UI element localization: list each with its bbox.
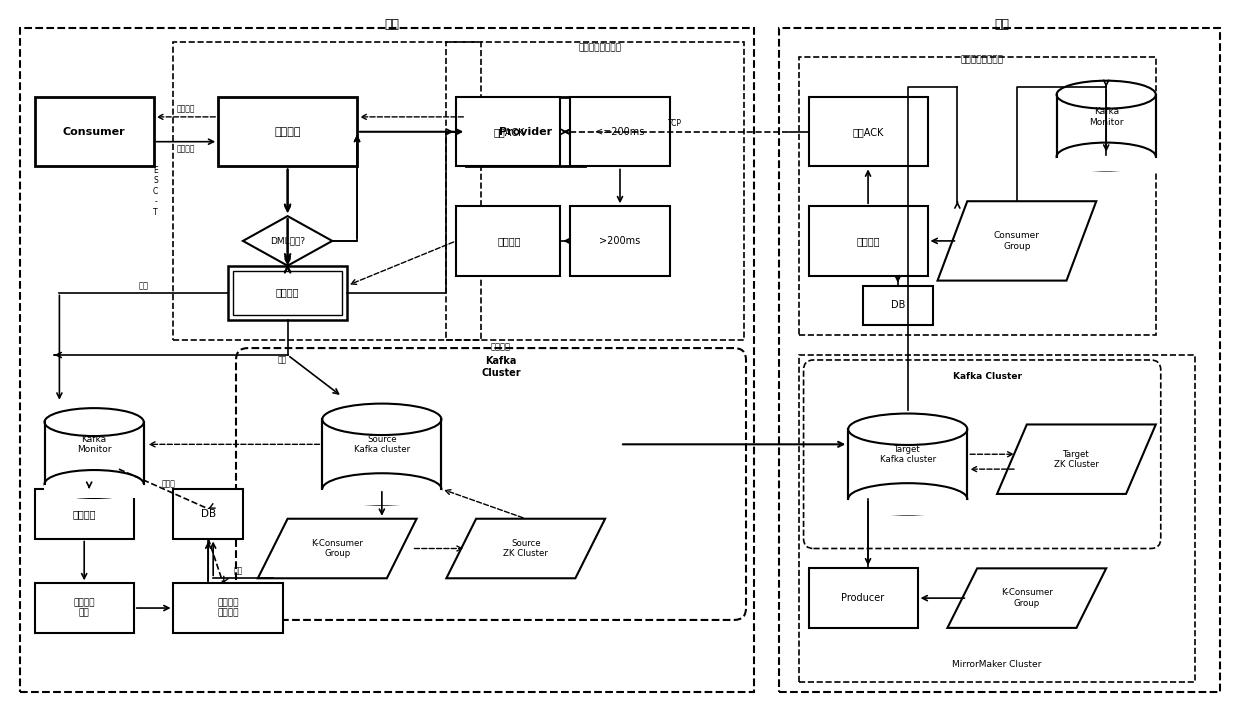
Text: 存储: 存储 [278,355,288,365]
Text: 接收ACK: 接收ACK [494,127,525,137]
Text: K-Consumer
Group: K-Consumer Group [1001,588,1053,608]
Text: 订阅: 订阅 [233,567,243,576]
Ellipse shape [848,483,967,515]
Text: >200ms: >200ms [599,236,641,246]
Bar [35,583,134,633]
Text: 报文核销: 报文核销 [497,236,521,246]
Bar [456,97,560,167]
Ellipse shape [322,473,441,505]
Text: Target
ZK Cluster: Target ZK Cluster [1054,450,1099,469]
Text: Consumer
Group: Consumer Group [994,231,1040,251]
Text: 交易录制补偿应用: 交易录制补偿应用 [579,43,621,52]
Bar [35,97,154,167]
Text: 可疑交易
跟踪: 可疑交易 跟踪 [73,598,95,618]
Bar [218,97,357,167]
Bar [446,42,744,340]
Text: Source
ZK Cluster: Source ZK Cluster [503,539,548,558]
Ellipse shape [322,403,441,435]
Text: 响应报文: 响应报文 [176,104,195,114]
Polygon shape [997,425,1156,494]
Text: Kafka
Cluster: Kafka Cluster [481,356,521,378]
Text: 失数: 失数 [139,281,149,290]
Bar [799,355,1195,682]
Bar [233,271,342,315]
Text: <=200ms: <=200ms [595,127,645,137]
Text: MirrorMaker Cluster: MirrorMaker Cluster [952,660,1042,669]
Text: 消息订阅: 消息订阅 [857,236,880,246]
Text: 基础服务: 基础服务 [274,127,301,137]
Polygon shape [446,519,605,578]
Bar [570,97,670,167]
Ellipse shape [848,413,967,445]
Ellipse shape [45,408,144,436]
Text: 本地: 本地 [384,18,399,31]
Bar [1055,157,1157,171]
Text: TCP: TCP [667,119,682,128]
Text: Source
Kafka cluster: Source Kafka cluster [353,435,410,454]
Bar [322,419,441,489]
Text: DML操作?: DML操作? [270,237,305,245]
Text: 交易录制补偿应用: 交易录制补偿应用 [961,55,1003,64]
Bar [848,429,967,499]
Text: 返回ACK: 返回ACK [852,127,884,137]
Ellipse shape [1056,81,1156,109]
Text: 异步写入: 异步写入 [275,287,299,297]
Text: 监控告警: 监控告警 [72,509,95,519]
Bar [808,206,928,276]
Bar [570,206,670,276]
Text: DB: DB [890,300,905,310]
Bar [779,28,1220,692]
Bar [45,422,144,484]
Bar [863,285,932,325]
Text: K-Consumer
Group: K-Consumer Group [311,539,363,558]
Text: Producer: Producer [842,593,884,603]
Polygon shape [937,201,1096,280]
Text: DB: DB [201,509,216,519]
Text: Target
Kafka cluster: Target Kafka cluster [879,445,936,464]
Bar [847,499,968,515]
Polygon shape [947,568,1106,628]
Bar [174,42,481,340]
Bar [799,57,1156,335]
Bar [43,484,145,498]
Bar [35,489,134,538]
Bar [321,489,443,505]
Bar [808,97,928,167]
Bar [174,583,283,633]
Text: Provider: Provider [500,127,552,137]
Text: Kafka Cluster: Kafka Cluster [952,373,1022,381]
Polygon shape [258,519,417,578]
Text: 异地: 异地 [994,18,1009,31]
Bar [808,568,918,628]
Bar [1056,94,1156,157]
Text: Kafka
Monitor: Kafka Monitor [1089,107,1123,127]
Text: 异步写入
失败重发: 异步写入 失败重发 [217,598,239,618]
Text: 持久化: 持久化 [161,480,176,488]
Text: Consumer: Consumer [63,127,125,137]
Bar [466,97,585,167]
Text: Kafka
Monitor: Kafka Monitor [77,435,112,454]
Text: 请求报文: 请求报文 [176,144,195,153]
Bar [174,489,243,538]
Ellipse shape [45,470,144,498]
Text: E
S
C
-
T: E S C - T [153,166,159,217]
Ellipse shape [1056,142,1156,171]
Bar [456,206,560,276]
Bar [20,28,754,692]
Text: 超时告警: 超时告警 [491,342,511,352]
Bar [228,266,347,320]
Polygon shape [243,216,332,266]
